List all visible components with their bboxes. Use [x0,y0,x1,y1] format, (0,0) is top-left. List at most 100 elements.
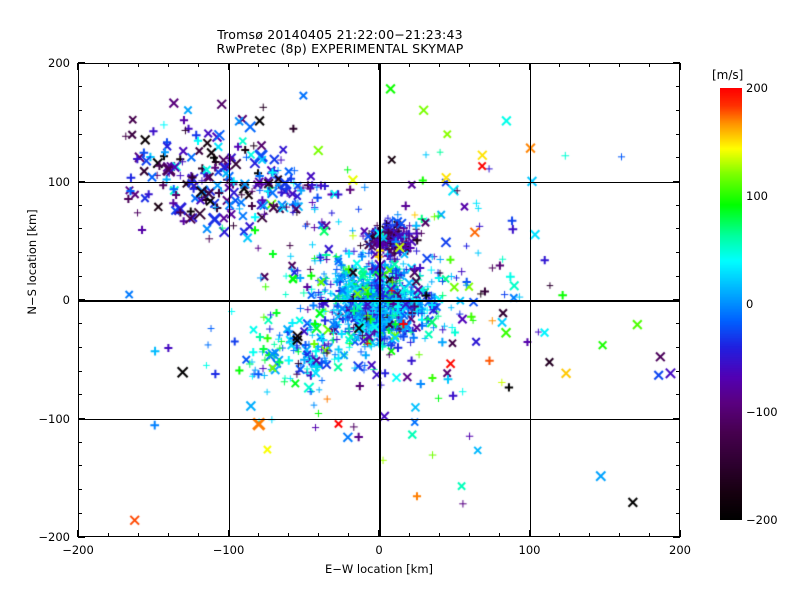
x-tick [559,533,561,537]
y-tick-label: −200 [38,530,70,544]
gridline-vertical [379,64,381,536]
x-tick [619,63,621,67]
y-tick [78,157,82,159]
x-tick [258,533,260,537]
colorbar [720,88,742,520]
x-tick [77,530,79,537]
colorbar-tick-label: −200 [746,513,778,527]
y-tick [78,228,82,230]
y-tick [78,252,82,254]
x-tick [679,63,681,70]
y-tick [78,62,85,64]
x-tick-label: −200 [62,543,94,557]
y-tick [673,299,680,301]
x-tick [318,63,320,67]
y-tick [78,370,82,372]
x-tick [408,533,410,537]
y-tick-label: 200 [48,56,70,70]
x-axis-label: E−W location [km] [324,562,434,576]
x-tick [468,533,470,537]
y-tick [78,346,82,348]
y-tick [78,204,82,206]
x-tick [378,63,380,70]
gridline-vertical [529,64,532,536]
x-tick [589,533,591,537]
y-tick [78,299,85,301]
y-tick [78,417,85,420]
plot-area [78,63,680,537]
y-tick [676,465,680,467]
x-tick [378,530,380,537]
y-tick [78,323,82,325]
x-tick [288,63,290,67]
title-line-2: RwPretec (8p) EXPERIMENTAL SKYMAP [216,40,464,56]
y-tick [78,512,82,514]
x-tick-label: 100 [518,543,541,557]
y-tick [676,346,680,348]
y-tick [673,536,680,538]
colorbar-tick-label: 100 [746,189,768,203]
x-tick [137,63,139,67]
colorbar-gradient [720,88,742,520]
y-tick [676,157,680,159]
x-tick [348,533,350,537]
x-tick [137,533,139,537]
x-tick [197,533,199,537]
x-tick [438,63,440,67]
x-tick [77,63,79,70]
y-tick [676,109,680,111]
y-tick [78,133,82,135]
gridline-horizontal [79,300,679,302]
y-tick [78,489,82,491]
y-tick [676,204,680,206]
x-tick [167,63,169,67]
x-tick [679,530,681,537]
gridline-horizontal [79,418,679,421]
x-tick [649,533,651,537]
x-tick [197,63,199,67]
y-tick [673,417,680,420]
colorbar-tick-label: 200 [746,81,768,95]
x-tick-label: −100 [212,543,245,557]
y-tick-label: 100 [48,174,70,189]
x-tick [619,533,621,537]
y-tick [676,489,680,491]
colorbar-tick-label: −100 [746,405,778,419]
y-tick [78,180,85,183]
x-tick-label: 0 [375,543,383,557]
y-tick [78,465,82,467]
colorbar-tick-label: 0 [746,297,754,311]
colorbar-units-label: [m/s] [712,68,744,82]
x-tick [589,63,591,67]
x-tick [498,533,500,537]
x-tick [528,530,531,537]
y-tick [676,441,680,443]
x-tick-label: 200 [669,543,691,557]
x-tick [348,63,350,67]
y-tick [78,441,82,443]
x-tick [408,63,410,67]
y-tick [78,86,82,88]
x-tick [227,530,230,537]
y-tick [676,86,680,88]
y-tick [676,394,680,396]
x-tick [649,63,651,67]
y-tick [676,370,680,372]
x-tick [559,63,561,67]
gridline-vertical [228,64,231,536]
y-tick [673,180,680,183]
y-tick [676,323,680,325]
y-tick [676,252,680,254]
x-tick [107,533,109,537]
x-tick [438,533,440,537]
x-tick [227,63,230,70]
gridline-horizontal [79,181,679,184]
y-tick-label: −100 [38,411,70,426]
x-tick [498,63,500,67]
figure-title: Tromsø 20140405 21:22:00−21:23:43 RwPret… [0,28,680,55]
x-tick [167,533,169,537]
x-tick [258,63,260,67]
y-tick [78,536,85,538]
x-tick [318,533,320,537]
